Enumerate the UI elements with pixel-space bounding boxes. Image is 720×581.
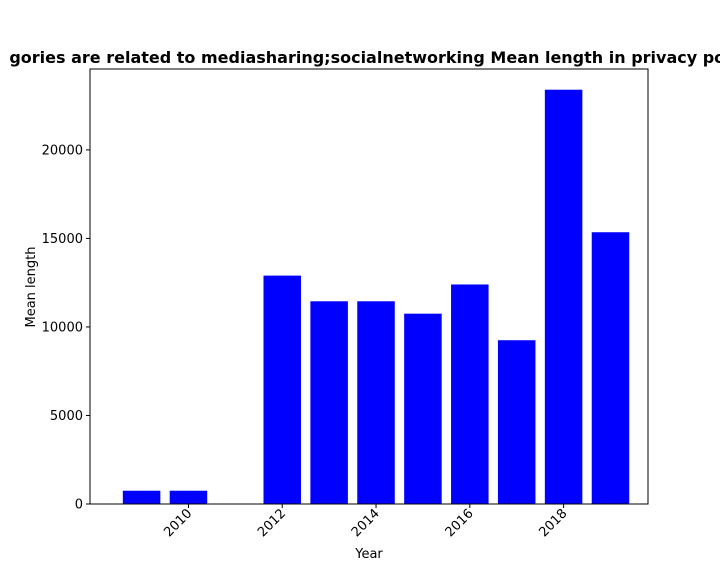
x-tick-label: 2012 (255, 506, 289, 540)
x-axis-label: Year (354, 547, 383, 562)
bar-2018 (544, 89, 583, 504)
y-tick-label: 0 (75, 498, 83, 513)
x-tick-label: 2018 (536, 506, 570, 540)
bar-2016 (451, 284, 489, 504)
y-axis: 0 5000 10000 15000 20000 (42, 143, 90, 513)
bar-2014 (357, 301, 395, 504)
bar-2010 (169, 490, 208, 504)
chart-title: gories are related to mediasharing;socia… (9, 48, 720, 67)
bars-group (122, 89, 630, 504)
y-axis-label: Mean length (24, 247, 39, 328)
bar-2017 (497, 340, 536, 504)
bar-2012 (263, 275, 302, 504)
plot-area-frame (89, 68, 649, 505)
y-tick-label: 20000 (42, 143, 83, 158)
bar-2015 (404, 313, 442, 504)
x-tick-label: 2016 (443, 506, 477, 540)
x-tick-label: 2014 (349, 506, 383, 540)
y-tick-label: 15000 (42, 232, 83, 247)
y-tick-label: 5000 (50, 409, 83, 424)
x-axis: 2010 2012 2014 2016 2018 (161, 504, 570, 540)
bar-2013 (310, 301, 348, 504)
bar-2009 (122, 490, 161, 504)
y-tick-label: 10000 (42, 320, 83, 335)
x-tick-label: 2010 (161, 506, 195, 540)
bar-2019 (591, 232, 630, 504)
